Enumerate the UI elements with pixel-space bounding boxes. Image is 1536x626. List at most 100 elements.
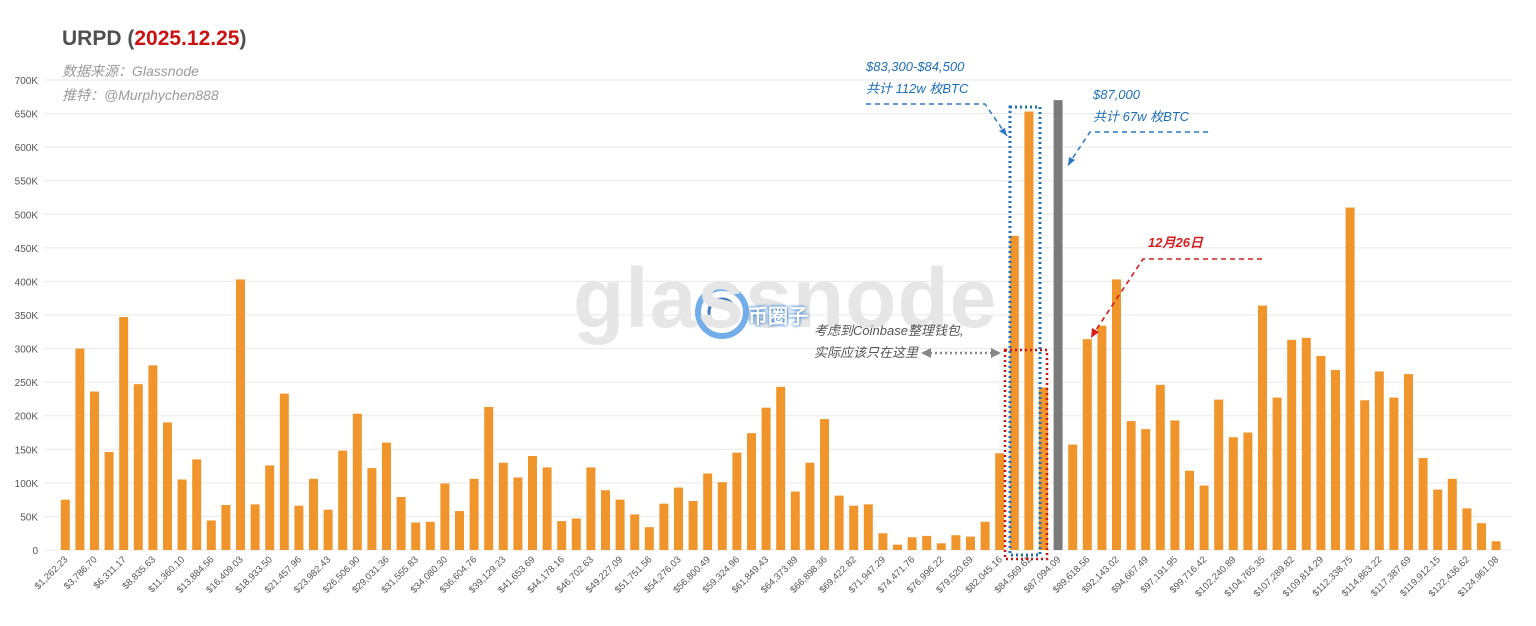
- bar: [747, 433, 756, 550]
- bar: [790, 491, 800, 550]
- bar: [1039, 387, 1048, 550]
- bar: [1082, 339, 1092, 550]
- coinbase-arrow-left: [921, 348, 931, 358]
- bar: [382, 442, 391, 550]
- y-tick-label: 250K: [15, 378, 39, 389]
- bar: [703, 473, 713, 550]
- data-source-label: 数据来源：Glassnode: [62, 63, 199, 79]
- bar: [571, 518, 581, 550]
- bar: [1374, 371, 1384, 550]
- bar: [440, 483, 450, 550]
- bar: [1316, 355, 1326, 550]
- date-annotation: 12月26日: [1148, 235, 1203, 250]
- y-tick-label: 50K: [20, 512, 38, 523]
- bar: [615, 499, 625, 550]
- bar: [1477, 523, 1486, 550]
- logo-inner: [707, 297, 737, 327]
- bar: [966, 536, 975, 550]
- bar: [323, 509, 333, 550]
- y-tick-label: 600K: [15, 143, 39, 154]
- bar: [1272, 397, 1282, 550]
- bar: [557, 521, 567, 550]
- bar: [133, 384, 143, 550]
- y-tick-label: 550K: [15, 177, 39, 188]
- y-axis-ticks: 0 50K 100K 150K 200K 250K 300K 350K 400K 450K 500K…: [15, 76, 39, 557]
- bar: [1024, 111, 1034, 551]
- range-leader-arrow: [999, 128, 1007, 136]
- bar: [586, 467, 596, 550]
- annotation-overlay: [695, 103, 1262, 561]
- y-tick-label: 350K: [15, 311, 39, 322]
- bar: [1112, 279, 1121, 550]
- bar: [396, 496, 406, 550]
- bar: [1097, 325, 1107, 550]
- coinbase-line-1: 考虑到Coinbase整理钱包,: [814, 323, 964, 338]
- bar: [761, 407, 771, 550]
- bar: [236, 279, 245, 550]
- coinbase-annotation: 考虑到Coinbase整理钱包, 实际应该只在这里: [814, 320, 964, 364]
- bar: [484, 406, 494, 550]
- y-tick-label: 150K: [15, 445, 39, 456]
- price-leader-arrow: [1068, 157, 1075, 166]
- price-leader-line: [1067, 131, 1208, 166]
- price-amount-text: 共计 67w 枚BTC: [1093, 109, 1190, 124]
- bar: [907, 537, 917, 550]
- bar: [1345, 207, 1355, 551]
- bar: [1126, 421, 1136, 550]
- bar: [338, 450, 348, 550]
- bar: [820, 419, 829, 550]
- bar: [980, 521, 990, 550]
- range-amount-text: 共计 112w 枚BTC: [866, 81, 969, 96]
- bar: [922, 535, 932, 550]
- y-tick-label: 300K: [15, 345, 39, 356]
- bar: [1360, 400, 1370, 550]
- twitter-handle-label: 推特：@Murphychen888: [62, 87, 219, 103]
- y-tick-label: 100K: [15, 479, 39, 490]
- logo-circle: [695, 285, 749, 339]
- glassnode-watermark: glassnode: [573, 251, 998, 345]
- y-tick-label: 400K: [15, 277, 39, 288]
- bar: [192, 459, 202, 550]
- title-suffix: ): [239, 27, 247, 50]
- bar: [995, 453, 1005, 550]
- bar: [542, 467, 552, 550]
- bar: [119, 317, 129, 550]
- bar: [1462, 508, 1472, 550]
- bar: [294, 505, 304, 550]
- y-tick-label: 450K: [15, 244, 39, 255]
- bar: [206, 520, 216, 550]
- y-tick-label: 500K: [15, 210, 39, 221]
- bar: [528, 456, 537, 550]
- bar: [1433, 489, 1443, 550]
- bar: [717, 482, 727, 550]
- bar: [1170, 420, 1180, 550]
- bar: [1155, 384, 1165, 550]
- price-annotation: $87,000 共计 67w 枚BTC: [1093, 84, 1189, 128]
- coinbase-line-2: 实际应该只在这里: [814, 345, 919, 360]
- bar: [1243, 432, 1253, 550]
- bar: [1258, 305, 1267, 550]
- y-tick-label: 650K: [15, 110, 39, 121]
- y-tick-label: 200K: [15, 412, 39, 423]
- bar: [776, 386, 786, 550]
- bar: [1068, 444, 1078, 550]
- bar: [805, 462, 815, 550]
- bar: [1418, 458, 1428, 550]
- bar: [1009, 235, 1019, 550]
- bar: [309, 478, 318, 550]
- date-leader-line: [1091, 258, 1262, 337]
- bar: [367, 468, 377, 550]
- bar: [60, 499, 70, 550]
- bar: [1141, 429, 1151, 550]
- bar: [1199, 485, 1209, 550]
- range-leader-line: [866, 103, 1008, 137]
- range-annotation: $83,300-$84,500 共计 112w 枚BTC: [866, 56, 968, 100]
- bar: [644, 527, 654, 550]
- date-leader-arrow: [1091, 328, 1099, 338]
- bar: [75, 348, 85, 550]
- price-text: $87,000: [1093, 87, 1140, 102]
- bar: [849, 505, 859, 550]
- bar: [834, 495, 844, 550]
- bar: [1447, 478, 1457, 550]
